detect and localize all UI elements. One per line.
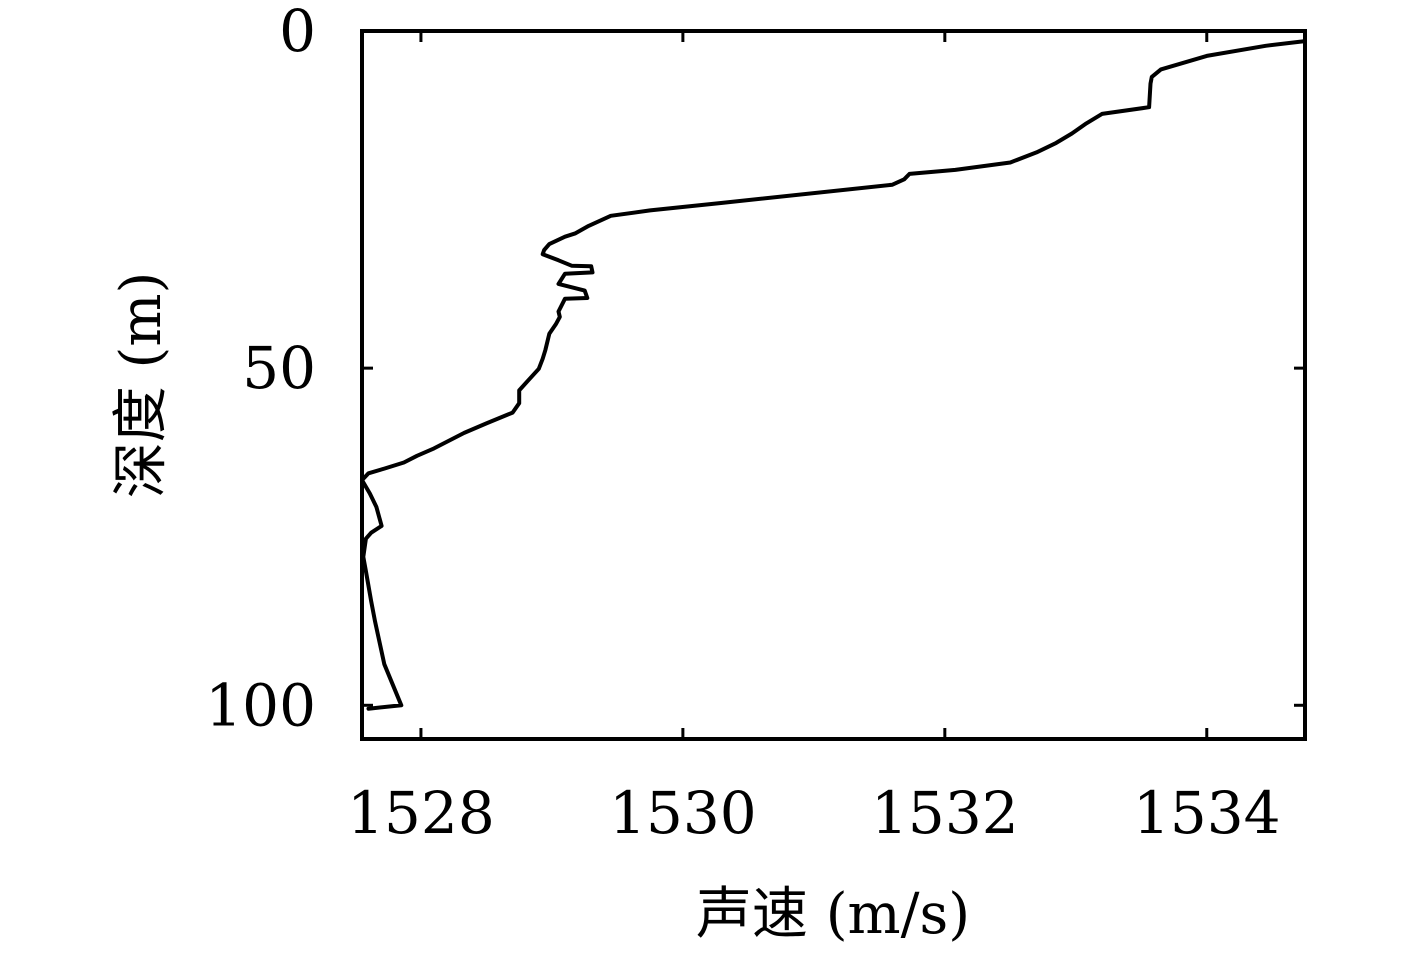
sound-speed-profile-line: [360, 39, 1307, 711]
y-tick-label: 0: [279, 0, 316, 65]
x-tick-label: 1528: [347, 779, 495, 847]
x-tick-label: 1530: [609, 779, 757, 847]
y-tick-label: 50: [242, 334, 316, 402]
x-tick-label: 1534: [1133, 779, 1281, 847]
y-axis-title: 深度 (m): [109, 272, 174, 499]
x-tick-label: 1532: [871, 779, 1019, 847]
tick-labels: 1528 1530 1532 1534 0 50 100: [205, 0, 1280, 847]
y-tick-label: 100: [205, 671, 316, 739]
tick-marks: [362, 29, 1305, 739]
x-axis-title: 声速 (m/s): [696, 882, 970, 947]
plot-frame: [360, 29, 1307, 741]
